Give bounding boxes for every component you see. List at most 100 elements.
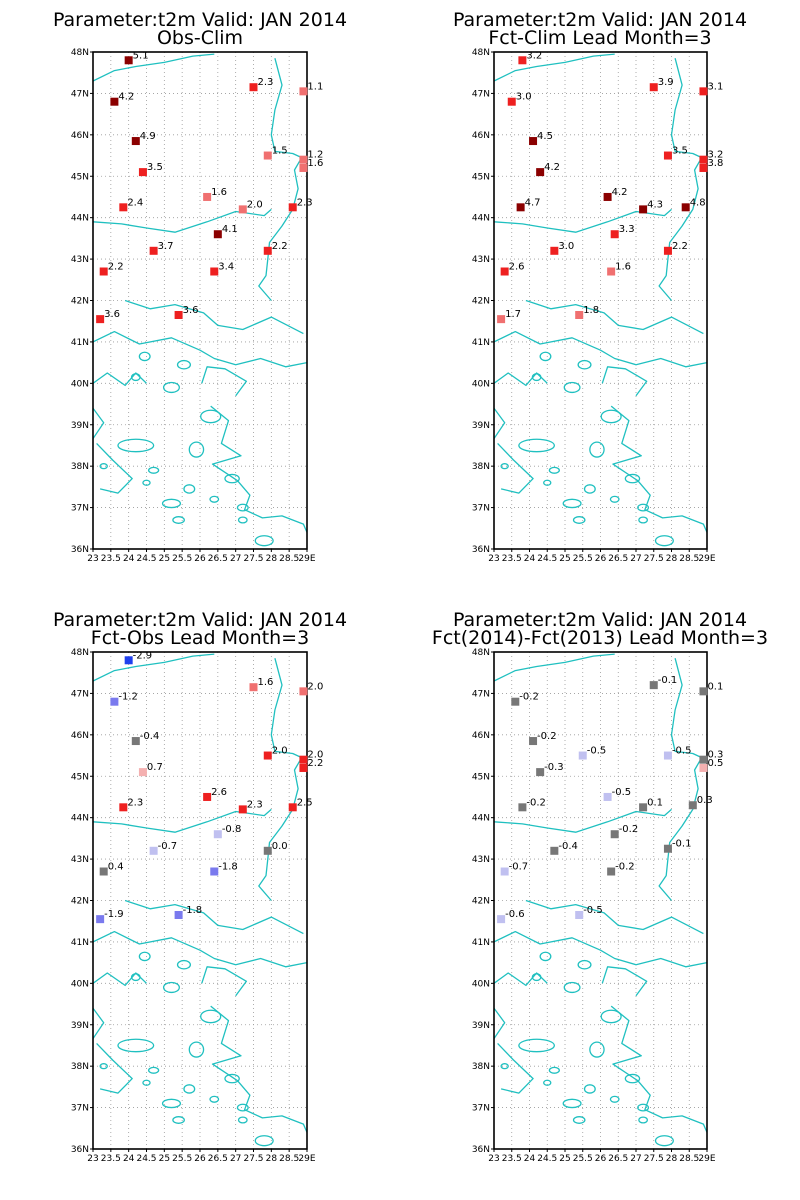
island-outline (176, 959, 192, 970)
island-outline (162, 981, 180, 994)
island-outline (183, 1084, 196, 1094)
station-marker (263, 246, 272, 255)
station-marker (536, 168, 545, 177)
island-outline (539, 351, 552, 362)
coastline (210, 1005, 307, 1133)
station-value-label: 1.5 (272, 146, 288, 157)
station-marker (699, 155, 708, 164)
station-value-label: 3.8 (707, 158, 723, 169)
island-outline (589, 1041, 605, 1058)
island-outline (562, 498, 582, 509)
lon-tick-label: 24 (123, 554, 135, 564)
station-marker (536, 768, 545, 777)
lon-tick-label: 25 (559, 1154, 570, 1164)
island-outline (572, 516, 586, 524)
station-marker (124, 656, 133, 665)
coastline (201, 966, 248, 997)
island-outline (130, 373, 141, 382)
coastline (658, 157, 703, 301)
station-marker (518, 56, 527, 65)
lon-tick-label: 28 (666, 1154, 678, 1164)
station-value-label: 3.0 (516, 92, 532, 103)
station-marker (663, 151, 672, 160)
station-value-label: 4.2 (612, 187, 628, 198)
station-marker (210, 267, 219, 276)
lat-tick-label: 39N (472, 421, 490, 431)
lon-tick-label: 23.5 (101, 1154, 121, 1164)
island-outline (609, 1095, 620, 1103)
coastline (93, 1007, 105, 1040)
lon-tick-label: 25 (159, 1154, 170, 1164)
station-value-label: 5.1 (133, 50, 149, 61)
island-outline (176, 359, 192, 370)
panel-subtitle: Fct-Clim Lead Month=3 (488, 27, 711, 49)
lat-tick-label: 48N (71, 48, 89, 58)
station-value-label: -0.7 (158, 841, 178, 852)
lon-tick-label: 26.5 (208, 554, 228, 564)
lon-tick-label: 25 (159, 554, 170, 564)
station-marker (578, 751, 587, 760)
coastline (494, 330, 707, 368)
island-outline (161, 498, 182, 509)
lon-tick-label: 24.5 (537, 1154, 557, 1164)
station-value-label: 3.2 (707, 150, 723, 161)
lat-tick-label: 45N (71, 772, 89, 782)
station-marker (663, 751, 672, 760)
lon-tick-label: 23.5 (502, 1154, 522, 1164)
island-outline (254, 1135, 274, 1147)
station-marker (610, 830, 619, 839)
station-marker (288, 803, 297, 812)
island-outline (172, 1116, 185, 1124)
island-outline (563, 981, 581, 994)
island-outline (99, 463, 108, 470)
station-marker (663, 246, 672, 255)
lon-tick-label: 26 (194, 554, 206, 564)
lon-tick-label: 23.5 (502, 554, 522, 564)
station-value-label: -0.5 (583, 905, 603, 916)
station-marker (174, 910, 183, 919)
station-value-label: 1.1 (307, 81, 323, 92)
station-value-label: 4.2 (544, 162, 560, 173)
lat-tick-label: 43N (71, 855, 89, 865)
station-marker (96, 315, 105, 324)
lon-tick-label: 24.5 (537, 554, 557, 564)
station-value-label: 2.3 (247, 799, 263, 810)
lon-tick-label: 28.5 (679, 1154, 699, 1164)
island-outline (117, 1038, 155, 1053)
island-outline (609, 495, 620, 503)
island-outline (563, 381, 581, 394)
station-value-label: 0.4 (108, 862, 124, 873)
island-outline (209, 495, 220, 503)
island-outline (654, 1135, 674, 1147)
island-outline (117, 438, 155, 453)
station-marker (610, 230, 619, 239)
lat-tick-label: 45N (472, 772, 490, 782)
coastline (494, 1007, 506, 1040)
station-marker (299, 763, 308, 772)
station-marker (699, 163, 708, 172)
station-value-label: 2.3 (127, 797, 143, 808)
lat-tick-label: 42N (472, 297, 490, 307)
station-value-label: 4.7 (525, 197, 541, 208)
station-value-label: 3.1 (707, 81, 723, 92)
station-marker (213, 230, 222, 239)
station-value-label: 3.0 (558, 241, 574, 252)
station-marker (575, 310, 584, 319)
station-marker (699, 763, 708, 772)
station-marker (699, 755, 708, 764)
coastline (497, 1042, 534, 1094)
panel-title: Parameter:t2m Valid: JAN 2014 (453, 9, 747, 31)
station-value-label: 1.6 (307, 158, 323, 169)
lat-tick-label: 48N (472, 648, 490, 658)
station-marker (699, 687, 708, 696)
lat-tick-label: 42N (71, 297, 89, 307)
station-marker (288, 203, 297, 212)
station-marker (299, 687, 308, 696)
station-value-label: 3.9 (658, 77, 674, 88)
station-value-label: 2.2 (272, 241, 288, 252)
lon-tick-label: 25.5 (573, 554, 593, 564)
lon-tick-label: 23 (488, 554, 499, 564)
station-value-label: 1.6 (615, 262, 631, 273)
coastline (601, 366, 648, 397)
